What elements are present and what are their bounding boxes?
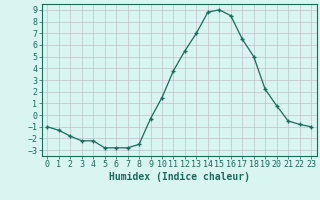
- X-axis label: Humidex (Indice chaleur): Humidex (Indice chaleur): [109, 172, 250, 182]
